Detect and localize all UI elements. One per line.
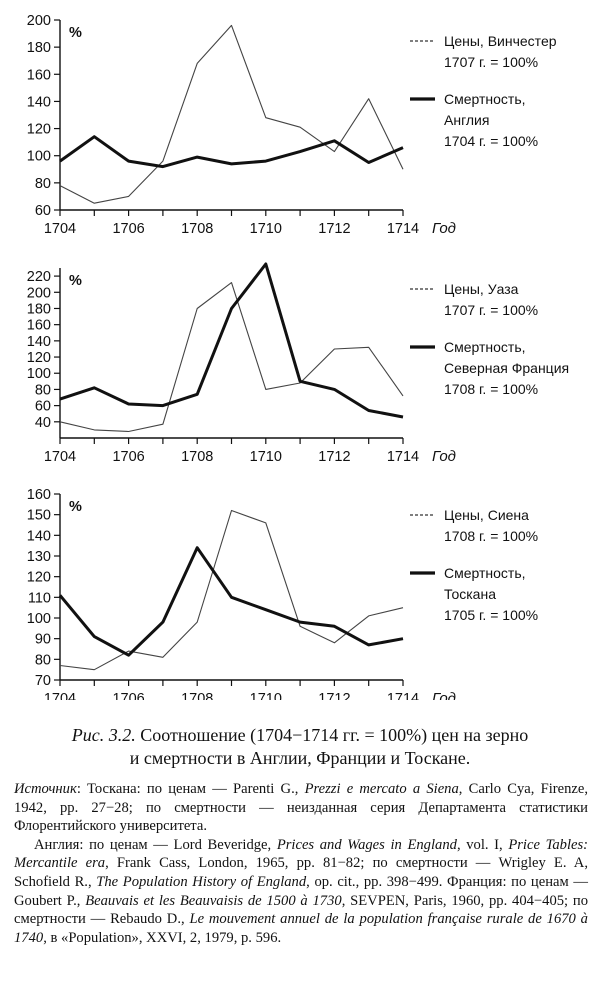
y-tick-label: 120 — [27, 570, 51, 586]
x-tick-label: 1712 — [318, 691, 350, 700]
legend-base-mortality: 1704 г. = 100% — [444, 133, 538, 149]
x-tick-label: 1704 — [44, 449, 76, 465]
series-line-mortality — [58, 546, 404, 657]
y-tick-label: 180 — [27, 40, 51, 56]
legend-region-mortality: Тоскана — [444, 586, 496, 602]
x-tick-label: 1706 — [112, 221, 144, 237]
x-tick-label: 1710 — [250, 221, 282, 237]
source-text: , в «Population», XXVI, 2, 1979, p. 596. — [43, 929, 282, 946]
source-text: , SEVPEN, Paris, 1960, pp. 404−405; по с… — [14, 892, 588, 928]
source-paragraph-1: Источник: Тоскана: по ценам — Parenti G.… — [14, 780, 588, 836]
x-tick-label: 1714 — [387, 691, 419, 700]
source-text: , Carlo Cya, Firenze, 1942, pp. 27−28; п… — [14, 781, 588, 835]
x-tick-label: 1704 — [44, 691, 76, 700]
source-text: , Frank Cass, London, 1965, pp. 81−82; п… — [14, 855, 588, 890]
x-axis-label: Год — [432, 448, 456, 465]
source-title: Le mouvement annuel de la population fra… — [14, 911, 588, 946]
y-tick-label: 160 — [27, 318, 51, 334]
legend-base-mortality: 1708 г. = 100% — [444, 381, 538, 397]
x-tick-label: 1708 — [181, 449, 213, 465]
series-line-mortality — [59, 135, 404, 169]
legend-region-mortality: Северная Франция — [444, 360, 569, 376]
y-tick-label: 200 — [27, 13, 51, 29]
y-tick-label: 140 — [27, 334, 51, 350]
y-tick-label: 160 — [27, 487, 51, 503]
source-text: , vol. I, — [456, 836, 509, 853]
y-tick-label: 60 — [35, 203, 51, 219]
y-axis-unit: % — [69, 25, 82, 41]
y-tick-label: 110 — [28, 590, 51, 606]
legend-label-prices: Цены, Сиена — [444, 507, 529, 523]
x-tick-label: 1714 — [387, 449, 419, 465]
x-tick-label: 1714 — [387, 221, 419, 237]
y-axis-unit: % — [69, 499, 82, 515]
y-axis-unit: % — [69, 273, 82, 289]
source-paragraph-2: Англия: по ценам — Lord Beveridge, Price… — [14, 836, 588, 948]
y-tick-label: 120 — [27, 122, 51, 138]
sources-block: Источник: Тоскана: по ценам — Parenti G.… — [14, 780, 588, 947]
legend-label-prices: Цены, Винчестер — [444, 33, 557, 49]
source-title: Beauvais et les Beauvaisis de 1500 à 173… — [85, 892, 342, 909]
y-tick-label: 40 — [35, 415, 51, 431]
y-tick-label: 90 — [35, 632, 51, 648]
legend-base-prices: 1707 г. = 100% — [444, 54, 538, 70]
y-tick-label: 140 — [27, 528, 51, 544]
caption-line-1: Рис. 3.2. Соотношение (1704−1714 гг. = 1… — [10, 724, 590, 747]
legend-label-mortality: Смертность, — [444, 565, 526, 581]
source-title: Prezzi e mercato a Siena — [304, 781, 459, 797]
caption-line-2: и смертности в Англии, Франции и Тоскане… — [129, 748, 471, 768]
x-tick-label: 1708 — [181, 221, 213, 237]
x-tick-label: 1706 — [112, 449, 144, 465]
y-tick-label: 100 — [27, 149, 51, 165]
y-tick-label: 60 — [35, 399, 51, 415]
source-title: Prices and Wages in England — [276, 836, 457, 853]
y-tick-label: 150 — [27, 508, 51, 524]
x-tick-label: 1712 — [318, 221, 350, 237]
y-tick-label: 80 — [35, 382, 51, 398]
y-tick-label: 130 — [27, 549, 51, 565]
legend-base-prices: 1708 г. = 100% — [444, 528, 538, 544]
caption-text-1: Соотношение (1704−1714 гг. = 100%) цен н… — [140, 725, 529, 745]
figure-caption: Рис. 3.2. Соотношение (1704−1714 гг. = 1… — [10, 724, 590, 770]
series-line-prices — [59, 282, 404, 433]
legend-base-mortality: 1705 г. = 100% — [444, 607, 538, 623]
legend-region-mortality: Англия — [444, 112, 489, 128]
legend-label-mortality: Смертность, — [444, 91, 526, 107]
y-tick-label: 140 — [27, 94, 51, 110]
x-tick-label: 1706 — [112, 691, 144, 700]
x-tick-label: 1710 — [250, 449, 282, 465]
source-text: : Тоскана: по ценам — Parenti G., — [76, 781, 305, 797]
y-tick-label: 200 — [27, 285, 51, 301]
source-title: Price Tables: Mercantile era — [14, 836, 589, 872]
source-title: The Population History of England — [96, 873, 307, 890]
y-tick-label: 220 — [27, 269, 51, 285]
source-label: Источник — [14, 781, 77, 797]
y-tick-label: 80 — [35, 652, 51, 668]
y-tick-label: 70 — [35, 673, 51, 689]
y-tick-label: 180 — [27, 301, 51, 317]
x-tick-label: 1710 — [250, 691, 282, 700]
series-line-mortality — [59, 262, 404, 419]
y-tick-label: 160 — [27, 67, 51, 83]
y-tick-label: 80 — [35, 176, 51, 192]
source-text: Англия: по ценам — Lord Beveridge, — [34, 836, 277, 853]
x-axis-label: Год — [432, 220, 456, 237]
legend-label-mortality: Смертность, — [444, 339, 526, 355]
x-tick-label: 1712 — [318, 449, 350, 465]
x-tick-label: 1708 — [181, 691, 213, 700]
x-tick-label: 1704 — [44, 221, 76, 237]
source-text: , op. cit., pp. 398−499. Франция: по цен… — [14, 873, 588, 909]
legend-base-prices: 1707 г. = 100% — [444, 302, 538, 318]
series-line-prices — [59, 24, 404, 204]
x-axis-label: Год — [432, 690, 456, 700]
figure-number: Рис. 3.2. — [71, 725, 136, 745]
y-tick-label: 100 — [27, 611, 51, 627]
y-tick-label: 120 — [27, 350, 51, 366]
legend-label-prices: Цены, Уаза — [444, 281, 519, 297]
y-tick-label: 100 — [27, 366, 51, 382]
